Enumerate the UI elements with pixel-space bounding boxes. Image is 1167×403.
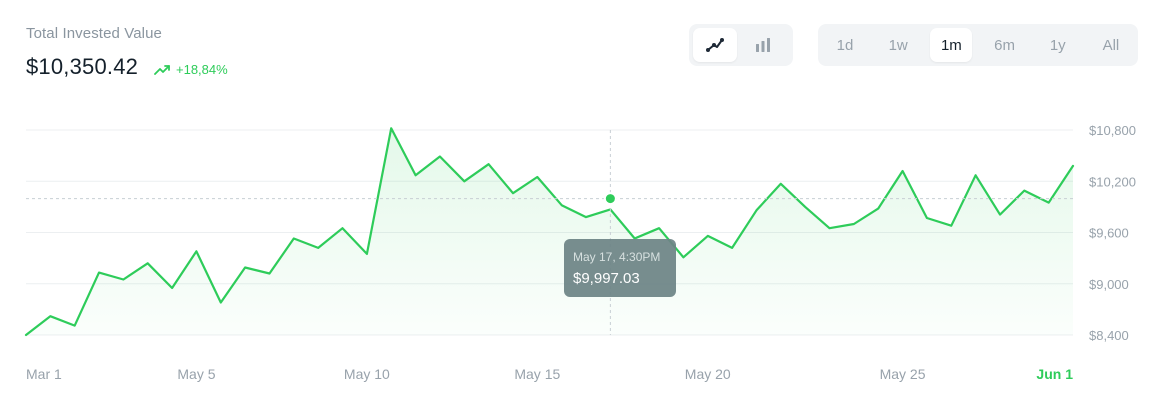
- bar-chart-icon: [756, 38, 770, 52]
- y-tick-label: $9,600: [1089, 226, 1129, 241]
- tooltip-date: May 17, 4:30PM: [573, 250, 661, 264]
- y-tick-label: $10,200: [1089, 174, 1136, 189]
- x-tick-label: May 5: [177, 366, 215, 382]
- x-tick-label: May 20: [685, 366, 731, 382]
- x-tick-label: May 15: [514, 366, 560, 382]
- line-chart-button[interactable]: [693, 28, 737, 62]
- trend-up-icon: [154, 64, 170, 75]
- total-value: $10,350.42: [26, 54, 139, 79]
- range-tabs: 1d 1w 1m 6m 1y All: [818, 24, 1138, 66]
- series-line: [24, 127, 1075, 337]
- range-tab-6m[interactable]: 6m: [994, 36, 1015, 54]
- chart-tooltip: May 17, 4:30PM $9,997.03: [564, 239, 676, 297]
- change-indicator: +18,84%: [154, 62, 228, 77]
- line-chart-icon: [706, 38, 724, 52]
- highlight-point[interactable]: [605, 194, 615, 204]
- x-tick-label: Jun 1: [1036, 366, 1073, 382]
- y-tick-label: $9,000: [1089, 277, 1129, 292]
- y-tick-label: $10,800: [1089, 123, 1136, 138]
- y-tick-label: $8,400: [1089, 328, 1129, 343]
- range-tab-1y[interactable]: 1y: [1049, 36, 1066, 54]
- change-value: +18,84%: [176, 62, 228, 77]
- range-tab-1w[interactable]: 1w: [888, 36, 908, 54]
- tooltip-value: $9,997.03: [573, 270, 640, 287]
- bar-chart-button[interactable]: [741, 28, 785, 62]
- x-tick-label: Mar 1: [26, 366, 62, 382]
- range-tab-1d[interactable]: 1d: [836, 36, 854, 54]
- x-tick-label: May 25: [880, 366, 926, 382]
- chart-type-toggle: [689, 24, 793, 66]
- x-tick-label: May 10: [344, 366, 390, 382]
- chart-title: Total Invested Value: [26, 25, 162, 42]
- area-fill: [26, 128, 1073, 335]
- range-tab-1m[interactable]: 1m: [930, 28, 973, 62]
- range-tab-all[interactable]: All: [1102, 36, 1120, 54]
